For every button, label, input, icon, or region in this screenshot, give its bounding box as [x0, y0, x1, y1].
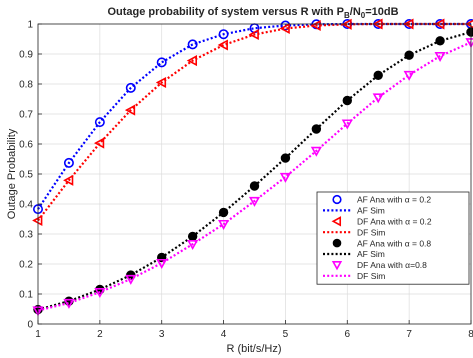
legend-label: AF Sim	[357, 206, 385, 216]
data-point-marker	[94, 117, 105, 128]
x-tick-label: 5	[283, 329, 289, 340]
data-point-marker	[248, 196, 261, 207]
x-tick-label: 2	[97, 329, 103, 340]
legend-label: DF Ana with α = 0.2	[357, 217, 432, 227]
data-point-marker	[187, 240, 199, 251]
y-tick-label: 1	[27, 20, 33, 31]
data-point-marker	[63, 174, 74, 186]
y-tick-label: 0.4	[19, 200, 33, 211]
legend-entry: DF Ana with α=0.8	[331, 260, 427, 271]
data-point-marker	[218, 219, 230, 230]
legend-label: AF Sim	[357, 249, 385, 259]
y-tick-label: 0.3	[19, 230, 33, 241]
data-point-marker	[125, 82, 136, 93]
y-tick-label: 0.5	[19, 170, 33, 181]
y-tick-label: 0.8	[19, 80, 33, 91]
legend-label: DF Sim	[357, 271, 385, 281]
x-tick-label: 7	[406, 329, 412, 340]
title-subscript-b: B	[344, 11, 350, 20]
x-tick-label: 1	[35, 329, 41, 340]
axes: 1 2 3 4 5 6 7 8 0 0.1 0.2 0.3 0.4 0.5 0.6 0.7 0.8 0.9 1	[19, 20, 473, 341]
legend-entry: AF Sim	[323, 206, 385, 216]
x-axis-label: R (bit/s/Hz)	[227, 343, 282, 355]
legend-label: DF Sim	[357, 227, 385, 237]
series-line	[37, 22, 471, 222]
series-5	[37, 31, 472, 311]
x-tick-label: 8	[468, 329, 473, 340]
data-point-marker	[280, 153, 291, 163]
legend-entry: AF Ana with α = 0.8	[332, 238, 431, 248]
data-point-marker	[279, 22, 290, 35]
data-point-marker	[63, 157, 74, 168]
y-tick-label: 0.9	[19, 50, 33, 61]
series-3	[37, 22, 471, 222]
data-point-marker	[341, 119, 353, 130]
legend-marker-swatch	[332, 194, 342, 205]
data-point-marker	[155, 76, 167, 89]
x-tick-label: 3	[159, 329, 165, 340]
data-point-marker	[186, 55, 198, 67]
y-tick-label: 0.6	[19, 140, 33, 151]
legend-entry: DF Sim	[323, 271, 385, 281]
legend-entry: DF Ana with α = 0.2	[331, 216, 432, 227]
x-tick-label: 4	[221, 329, 227, 340]
series-line	[37, 31, 472, 311]
chart-title: Outage probability of system versus R wi…	[107, 6, 398, 20]
data-point-marker	[124, 104, 136, 116]
x-tick-label: 6	[345, 329, 351, 340]
legend-label: AF Ana with α = 0.8	[357, 238, 431, 248]
y-tick-label: 0.1	[19, 290, 33, 301]
series-7	[37, 41, 472, 312]
data-point-marker	[94, 288, 106, 299]
data-point-marker	[187, 39, 198, 50]
legend-marker-swatch	[331, 261, 343, 271]
y-tick-label: 0.7	[19, 110, 33, 121]
data-point-marker	[217, 39, 228, 51]
data-point-marker	[156, 57, 167, 68]
data-point-marker	[310, 146, 322, 157]
legend-label: AF Ana with α = 0.2	[357, 195, 431, 205]
title-subscript-0: 0	[361, 11, 366, 20]
legend-marker-swatch	[332, 238, 342, 248]
data-point-marker	[93, 137, 105, 149]
title-text-main: Outage probability of system versus R wi…	[107, 6, 344, 18]
legend-entry: AF Ana with α = 0.2	[332, 194, 431, 205]
title-text-db: =10dB	[365, 6, 398, 18]
legend-label: DF Ana with α=0.8	[357, 260, 427, 270]
legend-marker-swatch	[331, 216, 342, 227]
y-axis-label: Outage Probability	[6, 128, 18, 219]
legend-box	[316, 191, 470, 285]
data-point-marker	[125, 274, 137, 285]
y-tick-label: 0.2	[19, 260, 33, 271]
y-tick-label: 0	[27, 320, 33, 331]
legend-entry: DF Sim	[323, 227, 385, 237]
title-text-slash: /N	[350, 6, 361, 18]
data-point-marker	[434, 51, 446, 62]
data-point-marker	[373, 70, 383, 81]
series-line	[37, 41, 472, 312]
legend-entry: AF Sim	[323, 249, 385, 259]
